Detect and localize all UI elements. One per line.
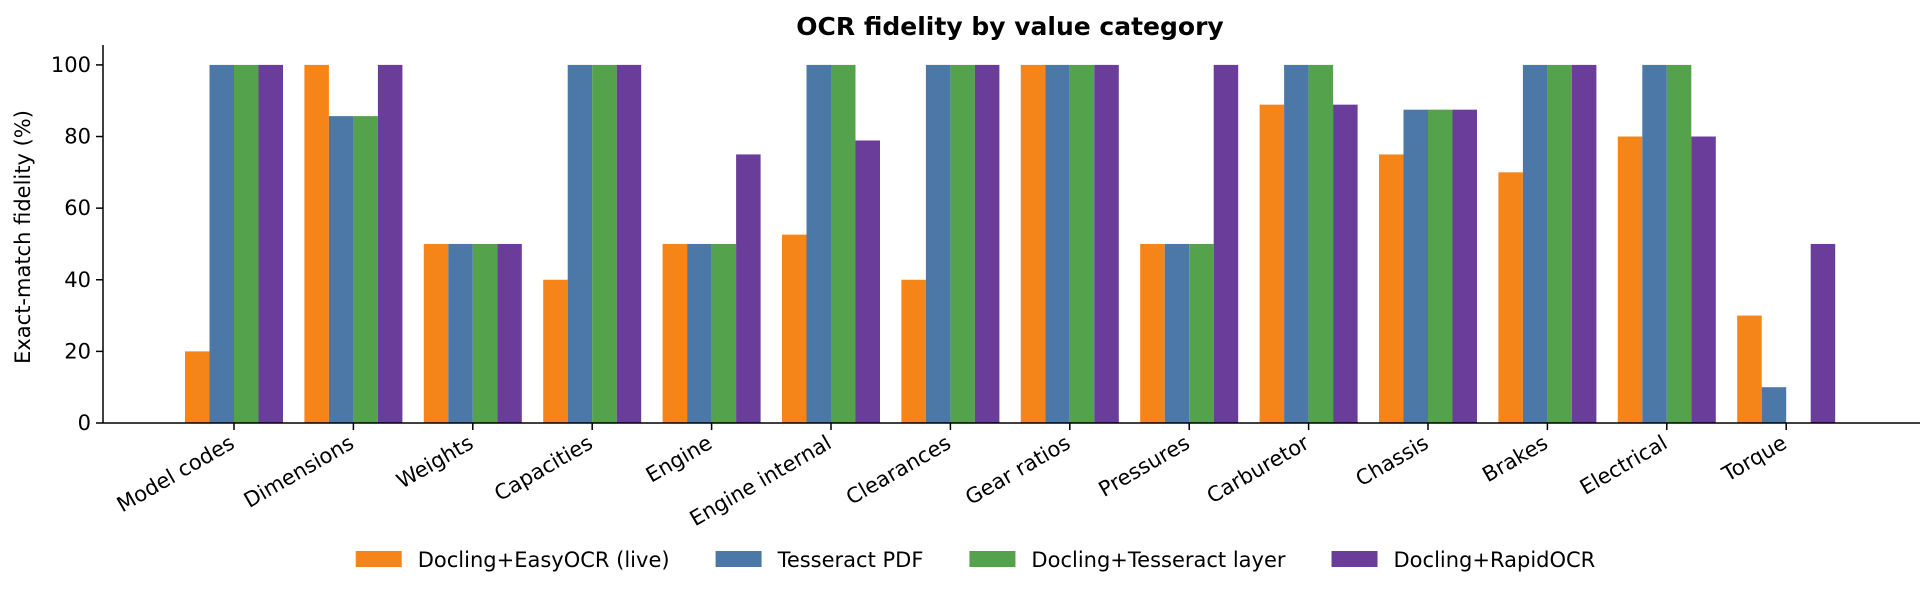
bar-3-11 (1428, 109, 1453, 424)
bar-1-12 (1498, 172, 1523, 423)
legend: Docling+EasyOCR (live) Tesseract PDF Docli… (355, 548, 1596, 572)
bar-3-3 (472, 243, 498, 423)
bar-1-8 (1020, 64, 1046, 424)
bar-4-4 (616, 64, 642, 424)
bar-2-3 (448, 243, 473, 423)
x-tick-label-1: Model codes (113, 431, 239, 517)
bar-1-9 (1140, 243, 1165, 423)
x-axis: Model codes Dimensions Weights Capacities En… (103, 422, 1920, 531)
x-tick-label-10: Carburetor (1203, 430, 1314, 508)
bar-3-2 (353, 116, 378, 424)
bar-3-5 (711, 243, 737, 423)
bar-2-10 (1284, 64, 1309, 424)
legend-swatch-1 (355, 551, 402, 567)
bar-4-11 (1452, 109, 1477, 424)
legend-swatch-3 (969, 551, 1016, 567)
bar-2-8 (1045, 64, 1070, 424)
bar-4-12 (1571, 64, 1597, 424)
bar-1-2 (304, 64, 329, 424)
legend-swatch-2 (715, 551, 762, 567)
bar-3-4 (592, 64, 617, 424)
bar-4-13 (1691, 136, 1716, 423)
legend-label-3: Docling+Tesseract layer (1031, 548, 1285, 572)
y-tick-label-2: 20 (64, 339, 91, 363)
bar-2-13 (1642, 64, 1667, 424)
bar-3-13 (1666, 64, 1692, 424)
y-tick-label-3: 40 (64, 268, 91, 292)
bar-4-6 (855, 140, 880, 423)
bar-2-12 (1522, 64, 1548, 424)
y-tick-label-4: 60 (64, 196, 91, 220)
bar-4-9 (1213, 64, 1239, 424)
x-tick-label-12: Brakes (1478, 431, 1552, 487)
x-tick-label-13: Electrical (1576, 431, 1672, 500)
x-tick-label-14: Torque (1717, 431, 1790, 487)
x-tick-label-2: Dimensions (240, 431, 358, 513)
bar-1-3 (423, 243, 449, 423)
y-axis-label: Exact-match fidelity (%) (11, 110, 35, 364)
bar-3-9 (1189, 243, 1214, 423)
bar-3-10 (1308, 64, 1334, 424)
bar-1-11 (1379, 154, 1404, 423)
bar-4-10 (1333, 104, 1358, 424)
bar-4-7 (974, 64, 1000, 424)
bar-4-2 (377, 64, 403, 424)
x-tick-label-3: Weights (392, 431, 477, 494)
bar-4-8 (1094, 64, 1119, 424)
bar-4-5 (736, 154, 761, 423)
x-tick-label-8: Gear ratios (961, 431, 1074, 510)
bar-1-10 (1259, 104, 1285, 424)
bar-1-13 (1617, 136, 1643, 423)
bar-3-8 (1069, 64, 1095, 424)
x-tick-label-5: Engine (642, 431, 716, 488)
bar-4-1 (258, 64, 283, 424)
bar-1-6 (782, 234, 807, 423)
x-tick-label-7: Clearances (842, 431, 955, 510)
bar-2-5 (687, 243, 712, 423)
bar-2-7 (925, 64, 951, 424)
y-tick-label-6: 100 (51, 53, 91, 77)
bar-2-2 (328, 116, 354, 424)
chart-title: OCR fidelity by value category (796, 12, 1223, 41)
bar-1-7 (901, 279, 926, 423)
legend-label-1: Docling+EasyOCR (live) (418, 548, 670, 572)
bar-2-1 (209, 64, 234, 424)
bar-3-7 (950, 64, 975, 424)
bars-layer (185, 64, 1836, 424)
bar-3-6 (831, 64, 856, 424)
bar-1-4 (543, 279, 568, 423)
legend-label-4: Docling+RapidOCR (1394, 548, 1596, 572)
bar-2-9 (1164, 243, 1190, 423)
bar-1-5 (662, 243, 688, 423)
bar-1-14 (1737, 315, 1762, 423)
bar-1-1 (185, 351, 210, 423)
legend-swatch-4 (1331, 551, 1378, 567)
bar-3-12 (1547, 64, 1572, 424)
bar-2-4 (567, 64, 593, 424)
bar-4-14 (1810, 243, 1836, 423)
x-tick-label-4: Capacities (490, 431, 596, 506)
bar-4-3 (497, 243, 522, 423)
y-tick-label-1: 0 (78, 411, 91, 435)
bar-3-1 (234, 64, 259, 424)
bar-2-14 (1761, 387, 1787, 423)
bar-2-11 (1403, 109, 1428, 424)
bar-2-6 (806, 64, 831, 424)
y-axis: 0 20 40 60 80 100 (51, 45, 104, 435)
legend-label-2: Tesseract PDF (777, 548, 924, 572)
x-tick-label-9: Pressures (1095, 431, 1194, 502)
y-tick-label-5: 80 (64, 125, 91, 149)
x-tick-label-11: Chassis (1352, 431, 1433, 492)
